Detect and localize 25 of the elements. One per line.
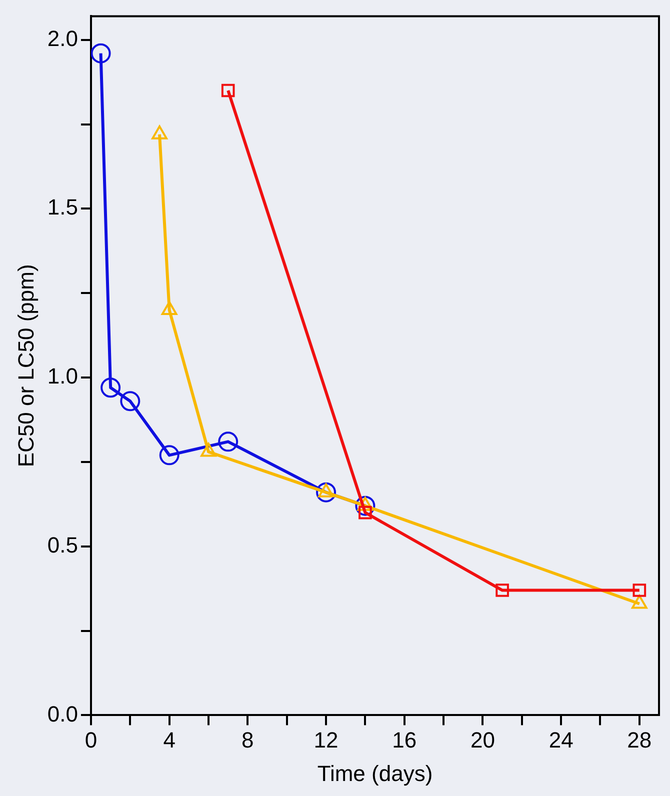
x-axis-title: Time (days) (317, 760, 433, 786)
point (221, 84, 235, 98)
y-tick-label: 1.5 (47, 194, 78, 220)
y-tick-label: 0.5 (47, 532, 78, 558)
point (316, 482, 336, 502)
point (90, 43, 111, 64)
y-tick-label: 0.0 (47, 701, 78, 726)
x-tick-label: 24 (548, 727, 574, 752)
y-axis-title: EC50 or LC50 (ppm) (13, 264, 38, 468)
point (632, 584, 646, 597)
point (496, 584, 509, 597)
x-tick-label: 8 (242, 727, 254, 752)
y-tick-label: 2.0 (47, 26, 78, 51)
point (100, 378, 121, 398)
x-tick-label: 20 (470, 727, 495, 752)
x-tick-label: 16 (392, 727, 417, 752)
x-tick-label: 28 (627, 727, 652, 752)
x-tick-label: 12 (314, 727, 338, 752)
point (120, 391, 140, 412)
y-tick-label: 1.0 (47, 364, 78, 389)
x-tick-label: 0 (84, 727, 98, 752)
x-tick-label: 4 (163, 727, 176, 752)
point (218, 432, 238, 452)
point (159, 445, 180, 466)
point (355, 496, 376, 516)
